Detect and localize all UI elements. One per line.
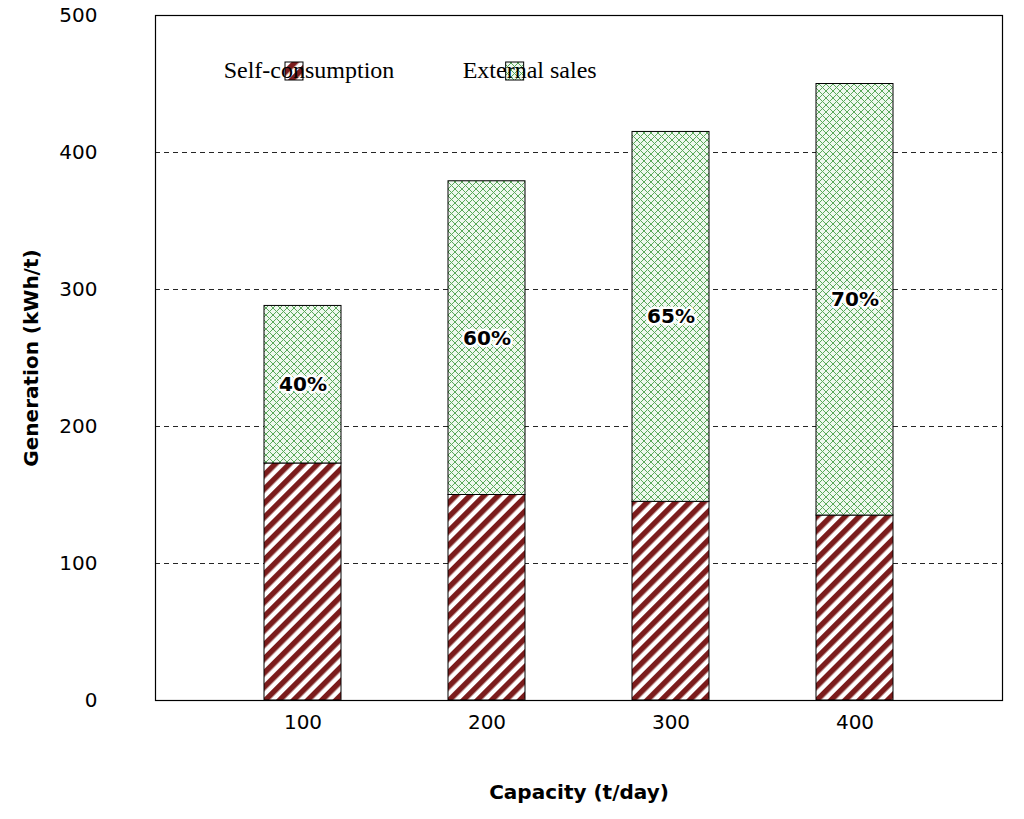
svg-text:200: 200 — [468, 710, 506, 734]
svg-text:100: 100 — [284, 710, 322, 734]
svg-text:400: 400 — [836, 710, 874, 734]
svg-text:300: 300 — [652, 710, 690, 734]
svg-text:Generation (kWh/t): Generation (kWh/t) — [19, 249, 43, 466]
svg-text:Self-consumption: Self-consumption — [224, 57, 395, 83]
svg-text:100: 100 — [59, 551, 97, 575]
svg-text:500: 500 — [59, 3, 97, 27]
svg-text:65%: 65% — [647, 304, 695, 328]
svg-text:40%: 40% — [279, 372, 327, 396]
svg-text:200: 200 — [59, 414, 97, 438]
svg-text:0: 0 — [85, 688, 98, 712]
svg-text:External sales: External sales — [463, 57, 597, 83]
svg-text:Capacity (t/day): Capacity (t/day) — [489, 780, 669, 804]
svg-text:300: 300 — [59, 277, 97, 301]
svg-text:400: 400 — [59, 140, 97, 164]
svg-text:60%: 60% — [463, 326, 511, 350]
svg-text:70%: 70% — [831, 287, 879, 311]
